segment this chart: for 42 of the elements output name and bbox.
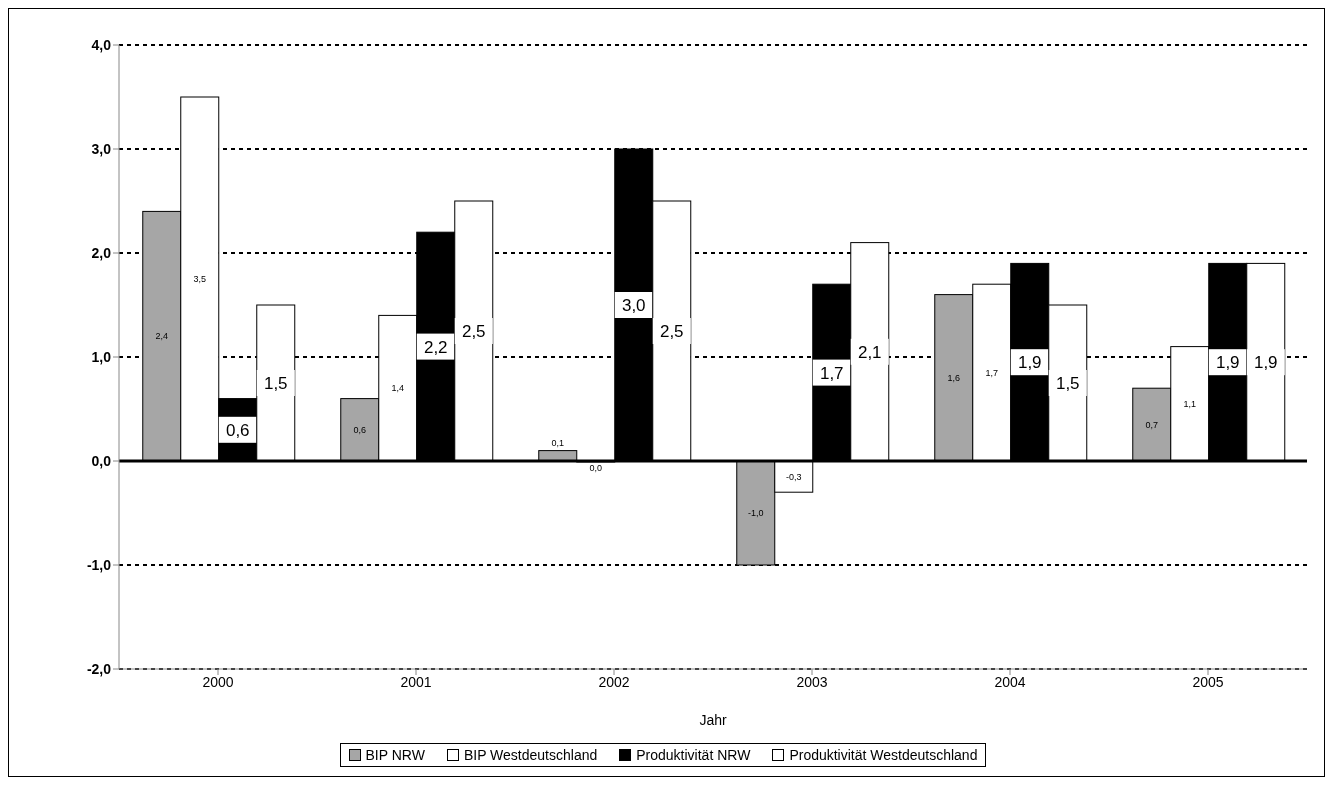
y-tick-label: -1,0: [86, 556, 112, 573]
data-label: 2,1: [857, 342, 882, 362]
y-tick-label: 4,0: [91, 36, 112, 53]
data-label: 0,0: [589, 463, 603, 473]
x-tick-label: 2003: [796, 673, 828, 690]
data-label: 2,2: [423, 337, 448, 357]
x-tick-label: 2001: [400, 673, 432, 690]
data-label: 0,7: [1145, 419, 1159, 430]
x-tick-label: 2002: [598, 673, 630, 690]
y-tick-label: 3,0: [91, 140, 112, 157]
data-label: 1,6: [947, 372, 961, 383]
data-label: 2,5: [659, 322, 684, 341]
y-tick-label: -2,0: [86, 660, 112, 677]
data-label: 1,9: [1253, 353, 1278, 373]
data-label: 0,6: [353, 424, 367, 435]
data-label: 1,4: [391, 383, 405, 394]
data-label: 1,7: [819, 363, 844, 383]
x-tick-label: 2000: [202, 673, 234, 690]
y-tick-label: 0,0: [91, 452, 112, 469]
data-label: -0,3: [786, 471, 802, 482]
x-tick-label: 2004: [994, 673, 1026, 690]
data-label: 3,0: [621, 296, 646, 315]
x-tick-label: 2005: [1192, 673, 1224, 690]
data-label: 1,1: [1183, 398, 1197, 409]
data-label: 1,9: [1215, 353, 1240, 373]
data-label: 2,4: [155, 331, 169, 342]
legend-label: BIP Westdeutschland: [462, 747, 598, 763]
data-label: 0,1: [551, 437, 565, 448]
x-axis-title: Jahr: [699, 712, 727, 728]
legend-label: BIP NRW: [364, 747, 425, 763]
data-label: 1,7: [985, 367, 999, 378]
data-label: 1,9: [1017, 353, 1042, 373]
data-label: 1,5: [263, 374, 288, 393]
legend-label: Produktivität Westdeutschland: [788, 747, 978, 763]
data-label: -1,0: [748, 508, 764, 518]
y-tick-label: 2,0: [91, 244, 112, 261]
data-label: 0,6: [225, 420, 250, 440]
data-label: 3,5: [193, 274, 207, 284]
legend-label: Produktivität NRW: [635, 747, 751, 763]
y-tick-label: 1,0: [91, 348, 112, 365]
data-label: 1,5: [1055, 374, 1080, 393]
data-label: 2,5: [461, 322, 486, 341]
